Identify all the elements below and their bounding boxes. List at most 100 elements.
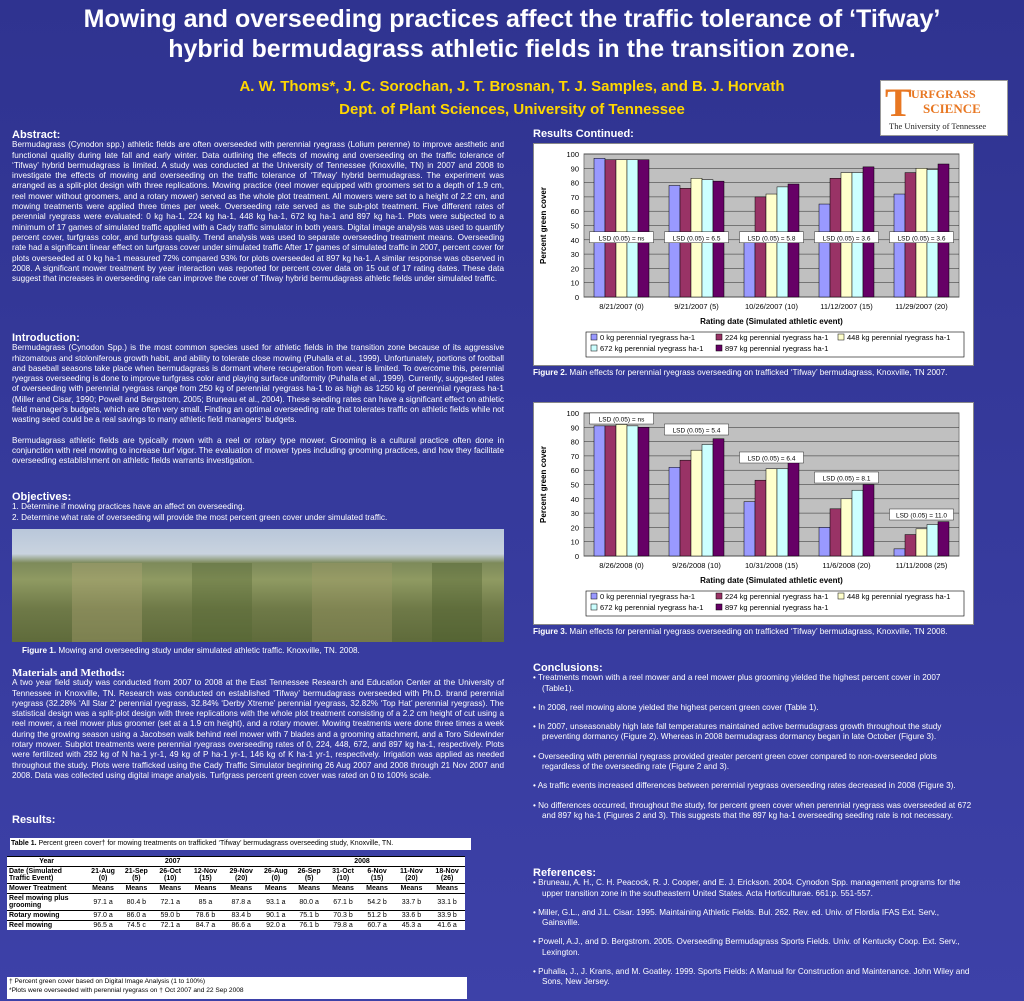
x-tick-label: 10/31/2008 (15) [745,561,798,570]
authors: A. W. Thoms*, J. C. Sorochan, J. T. Bros… [239,78,785,95]
figure-2-caption-text: Main effects for perennial ryegrass over… [567,368,948,377]
lsd-annotation: LSD (0.05) = 6.5 [673,235,721,242]
bar [765,193,778,298]
legend-entry: 448 kg perennial ryegrass ha-1 [847,592,950,601]
reference-item: • Bruneau, A. H., C. H. Peacock, R. J. C… [533,878,961,898]
results-section: Results: [12,814,212,826]
y-tick-label: 60 [571,207,579,216]
table-means-row: Mower Treatment Means Means Means Means … [7,883,465,894]
table-cell: 90.1 a [259,910,293,921]
legend-box [585,590,965,617]
conclusion-item: • In 2007, unseasonably high late fall t… [533,722,942,742]
bar [593,158,606,298]
y-tick-label: 70 [571,193,579,202]
table-cell: 92.0 a [259,920,293,930]
title-line-2: hybrid bermudagrass athletic fields in t… [168,35,856,63]
results-heading: Results: [12,814,56,826]
table-cell: 59.0 b [152,910,188,921]
objective-item: 2. Determine what rate of overseeding wi… [12,512,388,522]
x-tick-label: 10/26/2007 (10) [745,302,798,311]
references-heading: References: [533,867,596,879]
bar [615,424,628,557]
lsd-annotation-box [889,508,954,521]
table-cell: 84.7 a [187,920,224,930]
conclusion-item: • Treatments mown with a reel mower and … [533,673,941,693]
legend-box [585,331,965,358]
y-tick-label: 50 [571,222,579,231]
bar [626,425,639,557]
y-tick-label: 10 [571,538,579,547]
bar [893,193,906,298]
y-tick-label: 20 [571,264,579,273]
legend-swatch [590,592,598,600]
date-header: Date (Simulated Traffic Event) [7,866,87,884]
conclusion-item: • Overseeding with perennial ryegrass pr… [533,751,937,772]
lsd-annotation-box [889,231,954,244]
table-cell: 72.1 a [152,893,188,911]
y-axis-label: Percent green cover [539,187,548,264]
mower-treatment-name: Reel mowing [7,920,87,930]
figure-2-label: Figure 2. [533,368,568,377]
legend-swatch [590,603,598,611]
turfgrass-science-logo: T URFGRASS SCIENCE The University of Ten… [880,80,1008,136]
date-cell: 26-Aug (0) [259,866,293,884]
conclusion-item: • As traffic events increased difference… [533,781,956,791]
y-tick-label: 30 [571,509,579,518]
table-cell: 86.0 a [119,910,153,921]
table-cell: 60.7 a [360,920,394,930]
table-cell: 70.3 b [325,910,361,921]
bar [862,484,875,557]
logo-big-letter: T [885,80,912,125]
logo-line-3: The University of Tennessee [889,121,987,131]
y-tick-label: 40 [571,236,579,245]
table-body: Reel mowing plus grooming 97.1 a 80.4 b 72.… [7,893,465,930]
bar [904,534,917,557]
x-tick-label: 9/26/2008 (10) [672,561,721,570]
abstract-heading: Abstract: [12,129,61,141]
bar [829,508,842,557]
table-cell: 75.1 b [292,910,326,921]
table-row: Reel mowing 96.5 a 74.5 c 72.1 a 84.7 a 86.6 … [7,920,465,930]
y-axis-label: Percent green cover [539,446,548,523]
figure-1-caption: Figure 1. Mowing and overseeding study u… [22,646,360,655]
y-tick-label: 60 [571,466,579,475]
bar [787,461,800,557]
table-cell: 86.6 a [223,920,260,930]
date-cell: 18-Nov (26) [429,866,465,884]
means-cell: Means [152,883,188,894]
table-year-row: Year 2007 2008 [7,856,465,867]
bar [754,479,767,557]
x-tick-label: 11/11/2008 (25) [896,561,948,570]
bar [743,501,756,557]
table-cell: 80.0 a [292,893,326,911]
table-cell: 33.9 b [429,910,465,921]
means-cell: Means [325,883,361,894]
figure-3-label: Figure 3. [533,627,568,636]
figure-3-caption: Figure 3. Main effects for perennial rye… [533,627,947,636]
bar [754,196,767,298]
table-cell: 87.8 a [223,893,260,911]
table-cell: 78.6 b [187,910,224,921]
y-tick-label: 0 [575,552,579,561]
results-table: Year 2007 2008 Date (Simulated Traffic E… [7,856,465,930]
methods-heading: Materials and Methods: [12,667,126,679]
lsd-annotation-box [739,451,804,464]
results-continued-section: Results Continued: [533,128,733,139]
logo-line-2: SCIENCE [923,101,981,116]
bar [818,203,831,298]
y-tick-label: 10 [571,279,579,288]
conclusions-section: Conclusions: • Treatments mown with a re… [533,662,973,830]
year-header: Year [7,856,87,867]
y-tick-label: 80 [571,179,579,188]
table-cell: 72.1 a [152,920,188,930]
table-cell: 79.8 a [325,920,361,930]
y-tick-label: 90 [571,164,579,173]
legend-swatch [715,333,723,341]
means-cell: Means [86,883,120,894]
bar [615,159,628,298]
legend-swatch [590,344,598,352]
means-cell: Means [360,883,394,894]
conclusion-item: • No differences occurred, throughout th… [533,800,972,820]
introduction-paragraph-2: Bermudagrass athletic fields are typical… [12,435,504,466]
legend-entry: 224 kg perennial ryegrass ha-1 [725,333,828,342]
